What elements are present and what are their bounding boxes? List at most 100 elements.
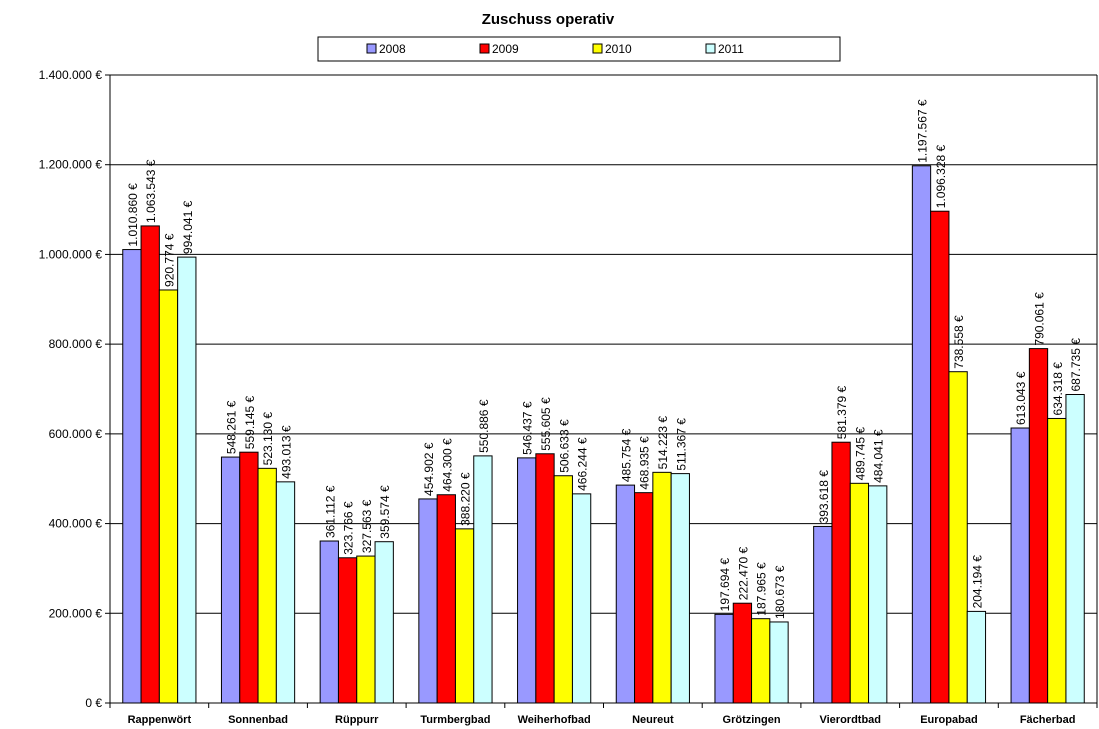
bar-2010: [849, 482, 870, 704]
data-label: 484.041 €: [872, 429, 886, 483]
data-label: 634.318 €: [1051, 362, 1065, 416]
x-tick-label: Grötzingen: [723, 714, 781, 726]
bar-2008: [911, 165, 932, 704]
y-tick-label: 1.000.000 €: [39, 247, 103, 261]
legend-box: [317, 36, 841, 62]
bar-2009: [140, 225, 160, 704]
bar-2011: [177, 256, 197, 704]
x-tick-label: Neureut: [632, 714, 674, 726]
data-label: 687.735 €: [1069, 338, 1083, 392]
data-label: 327.563 €: [360, 499, 374, 553]
y-tick-label: 400.000 €: [49, 517, 103, 531]
bar-2009: [436, 494, 456, 704]
bar-2011: [571, 493, 592, 704]
y-tick-label: 1.200.000 €: [39, 158, 103, 172]
bar-2008: [615, 484, 636, 704]
bar-2008: [714, 613, 734, 704]
data-label: 920.774 €: [163, 233, 177, 287]
data-label: 1.010.860 €: [126, 183, 140, 247]
data-label: 489.745 €: [853, 427, 867, 481]
data-label: 466.244 €: [576, 437, 590, 491]
data-label: 454.902 €: [422, 442, 436, 496]
bar-2008: [1010, 427, 1030, 704]
data-label: 468.935 €: [638, 436, 652, 490]
data-label: 180.673 €: [773, 565, 787, 619]
data-label: 485.754 €: [619, 428, 633, 482]
bars: [122, 165, 1085, 704]
legend-label: 2011: [718, 42, 744, 56]
y-tick-label: 800.000 €: [49, 337, 103, 351]
data-label: 222.470 €: [736, 546, 750, 600]
data-label: 581.379 €: [835, 385, 849, 439]
legend-swatch-2008: [366, 43, 377, 54]
data-label: 1.197.567 €: [916, 99, 930, 163]
legend-swatch-2011: [705, 43, 716, 54]
bar-2009: [239, 451, 259, 704]
bar-2011: [769, 621, 789, 704]
bar-2010: [652, 471, 672, 704]
data-label: 790.061 €: [1033, 292, 1047, 346]
x-tick-label: Rappenwört: [128, 714, 192, 726]
bar-2008: [418, 498, 438, 704]
bar-2008: [220, 456, 241, 704]
data-label: 523.130 €: [261, 412, 275, 466]
data-label: 1.096.328 €: [934, 144, 948, 208]
data-label: 187.965 €: [755, 562, 769, 616]
x-tick-label: Sonnenbad: [228, 714, 288, 726]
bar-2011: [374, 541, 394, 704]
data-label: 511.367 €: [674, 418, 688, 471]
x-axis-tick-labels: Rappenwört Sonnenbad Rüppurr Turmbergbad Wei…: [128, 714, 1076, 726]
bar-2011: [275, 481, 296, 704]
bar-2011: [1065, 394, 1085, 704]
data-label: 550.886 €: [477, 399, 491, 453]
bar-2010: [454, 528, 475, 704]
bar-2011: [868, 485, 888, 704]
legend-swatch-2010: [592, 43, 603, 54]
y-tick-label: 0 €: [85, 696, 102, 710]
data-label: 559.145 €: [243, 395, 257, 449]
bar-2011: [670, 473, 690, 704]
data-labels: 1.010.860 € 1.063.543 € 920.774 € 994.041 €…: [126, 99, 1083, 619]
bar-2008: [319, 540, 339, 704]
y-tick-label: 1.400.000 €: [39, 68, 103, 82]
axes: [105, 74, 1098, 708]
bar-2010: [1047, 417, 1067, 704]
bar-2009: [634, 492, 654, 704]
x-tick-label: Rüppurr: [335, 714, 379, 726]
x-tick-label: Weiherhofbad: [518, 714, 591, 726]
bar-2009: [337, 557, 358, 704]
data-label: 738.558 €: [952, 315, 966, 369]
y-tick-label: 200.000 €: [49, 606, 103, 620]
bar-2009: [1028, 348, 1049, 704]
data-label: 548.261 €: [225, 400, 239, 454]
bar-2010: [948, 371, 968, 704]
data-label: 546.437 €: [521, 401, 535, 455]
x-tick-label: Europabad: [920, 714, 977, 726]
legend: 2008 2009 2010 2011: [317, 36, 841, 62]
bar-2011: [473, 455, 493, 704]
bar-2011: [966, 610, 987, 704]
data-label: 204.194 €: [970, 555, 984, 609]
x-tick-label: Vierordtbad: [819, 714, 881, 726]
bar-2008: [122, 249, 142, 704]
x-tick-label: Turmbergbad: [420, 714, 490, 726]
data-label: 361.112 €: [323, 485, 337, 538]
data-label: 1.063.543 €: [144, 159, 158, 223]
data-label: 994.041 €: [181, 200, 195, 254]
bar-2010: [356, 555, 376, 704]
data-label: 555.605 €: [539, 397, 553, 451]
data-label: 514.223 €: [656, 416, 670, 470]
bar-2010: [751, 618, 771, 704]
bar-2010: [257, 467, 277, 704]
bar-2009: [930, 210, 950, 704]
legend-swatch-2009: [479, 43, 490, 54]
bar-2009: [535, 453, 555, 704]
bar-2008: [813, 525, 833, 704]
bar-2009: [831, 441, 851, 704]
legend-label: 2009: [492, 42, 519, 56]
bar-2009: [732, 602, 753, 704]
data-label: 613.043 €: [1014, 371, 1028, 425]
data-label: 388.220 €: [459, 472, 473, 526]
data-label: 493.013 €: [280, 425, 294, 479]
